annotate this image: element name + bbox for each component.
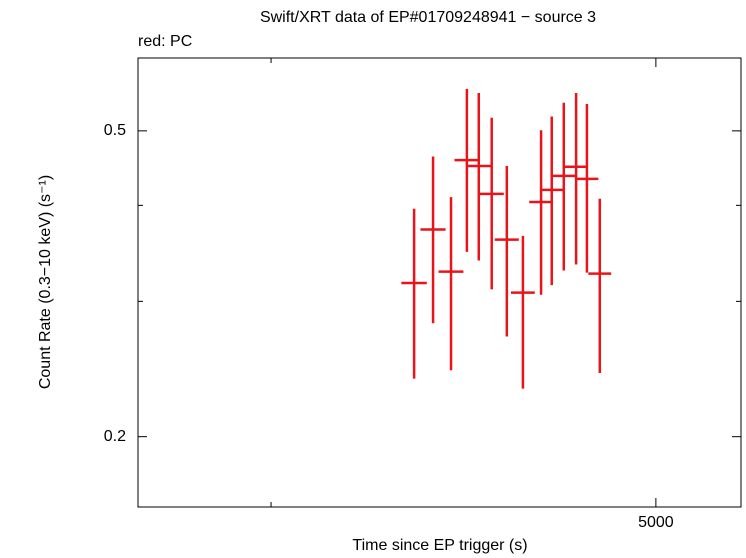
legend-text: red: PC	[138, 33, 192, 50]
x-tick-label: 5000	[638, 514, 674, 531]
x-axis-label: Time since EP trigger (s)	[352, 537, 527, 554]
y-tick-label: 0.5	[104, 122, 126, 139]
y-axis-label: Count Rate (0.3−10 keV) (s⁻¹)	[37, 175, 54, 389]
chart-title: Swift/XRT data of EP#01709248941 − sourc…	[260, 9, 596, 26]
y-tick-label: 0.2	[104, 428, 126, 445]
plot-frame	[137, 57, 742, 508]
